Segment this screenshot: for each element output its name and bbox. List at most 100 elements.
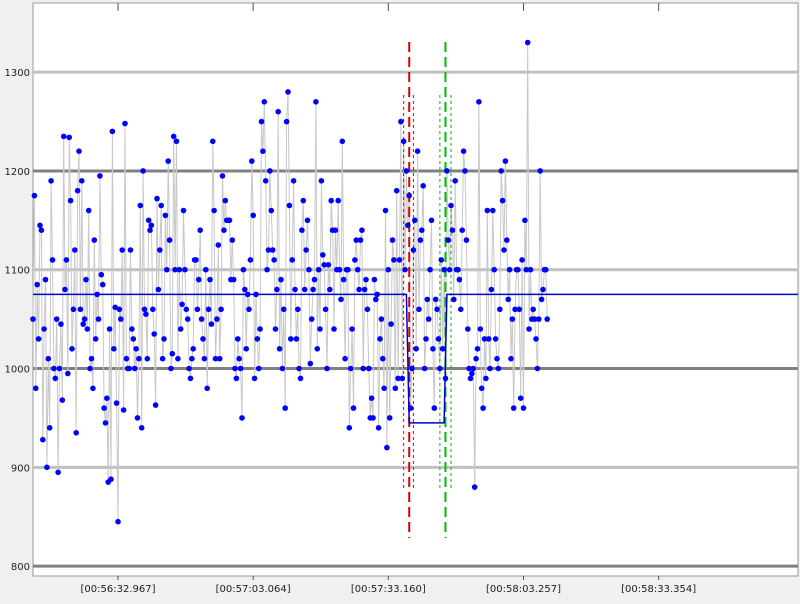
data-point (187, 375, 194, 382)
data-point (403, 168, 410, 174)
data-point (353, 237, 360, 243)
data-point (517, 395, 524, 402)
data-point (76, 148, 82, 154)
data-point (346, 425, 353, 431)
data-point (126, 365, 132, 372)
data-point (161, 336, 167, 342)
data-point (85, 207, 92, 214)
data-point (300, 197, 307, 204)
data-point (131, 365, 138, 372)
data-point (286, 202, 293, 209)
data-point (127, 247, 134, 253)
data-point (377, 336, 383, 342)
data-point (269, 247, 276, 253)
data-point (145, 217, 152, 224)
data-point (508, 355, 514, 362)
data-point (265, 247, 272, 253)
data-point (144, 355, 151, 362)
data-point (108, 476, 114, 483)
y-tick-label: 1100 (5, 266, 30, 277)
top-ticks (117, 3, 660, 580)
data-point (321, 262, 328, 268)
data-point (232, 365, 238, 372)
data-point (469, 370, 475, 377)
data-point (162, 212, 169, 219)
data-point (42, 276, 49, 283)
data-point (363, 276, 369, 283)
data-point (427, 266, 433, 273)
data-point (364, 306, 371, 313)
data-point (267, 168, 273, 174)
data-point (340, 276, 347, 283)
data-point (52, 375, 59, 382)
data-point (501, 247, 507, 253)
data-point (388, 321, 394, 327)
data-point (141, 306, 148, 313)
data-point (456, 276, 463, 283)
data-point (211, 207, 217, 214)
data-point (310, 286, 316, 293)
data-point (137, 202, 144, 209)
data-point (83, 276, 89, 283)
data-point (120, 407, 127, 413)
data-point (509, 316, 516, 322)
data-point (180, 207, 187, 214)
data-point (115, 518, 121, 525)
data-point (332, 227, 339, 233)
data-point (375, 425, 382, 431)
data-point (504, 237, 510, 243)
data-point (356, 286, 362, 293)
data-point (543, 266, 549, 273)
data-point (285, 89, 291, 95)
data-point (157, 247, 163, 253)
data-point (276, 346, 283, 352)
data-point (194, 306, 201, 313)
data-point (342, 355, 348, 362)
data-point (165, 158, 171, 164)
data-point (53, 316, 60, 322)
data-point (524, 39, 531, 46)
data-point (293, 336, 300, 342)
data-point (101, 405, 107, 411)
data-point (350, 405, 357, 411)
data-point (91, 237, 98, 243)
data-point (230, 276, 237, 283)
data-point (423, 336, 429, 342)
data-point (201, 355, 208, 362)
data-point (216, 355, 223, 362)
data-point (208, 321, 215, 327)
data-point (380, 355, 386, 362)
data-point (290, 178, 297, 184)
data-point (476, 99, 482, 105)
data-point (204, 385, 210, 392)
data-point (297, 375, 304, 382)
data-point (437, 365, 443, 372)
data-point (260, 148, 266, 154)
data-point (37, 222, 43, 229)
data-point (30, 316, 36, 322)
data-point (55, 469, 61, 476)
data-point (455, 266, 461, 273)
data-point (80, 321, 86, 327)
data-point (189, 355, 195, 362)
data-point (60, 133, 67, 140)
data-point (288, 336, 294, 342)
y-tick-label: 900 (11, 463, 30, 474)
data-point (317, 326, 323, 332)
data-point (497, 306, 503, 313)
data-point (113, 400, 120, 406)
data-point (485, 336, 492, 342)
data-point (90, 385, 96, 392)
data-point (177, 326, 184, 332)
data-point (315, 266, 322, 273)
x-tick-label: [00:56:32.967] (81, 584, 156, 595)
data-point (360, 365, 367, 372)
data-point (253, 291, 259, 298)
data-point (136, 355, 142, 362)
data-point (49, 257, 56, 263)
data-point (381, 385, 387, 392)
data-point (463, 237, 470, 243)
data-point (251, 375, 258, 382)
data-point (176, 266, 183, 273)
